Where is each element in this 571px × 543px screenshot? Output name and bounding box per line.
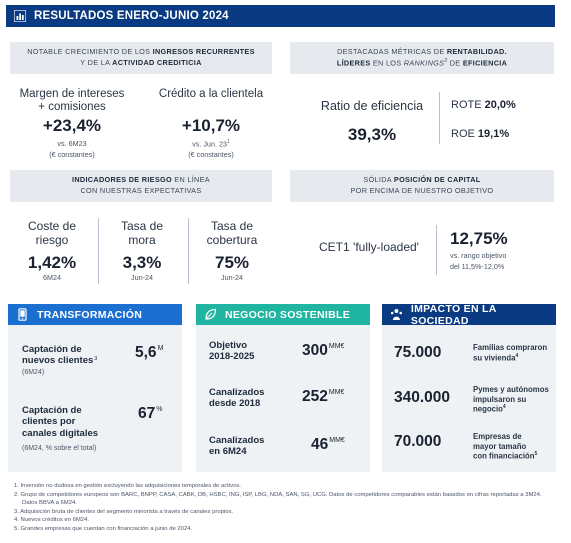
divider bbox=[188, 218, 189, 284]
band-growth: NOTABLE CRECIMIENTO DE LOS INGRESOS RECU… bbox=[10, 42, 272, 74]
footnote: 3. Adquisición bruta de clientes del seg… bbox=[14, 508, 234, 515]
digital-clients-value: 67% bbox=[138, 405, 163, 422]
mobile-phone-icon bbox=[18, 308, 27, 321]
footnote: 1. Inversión no dudosa en gestión excluy… bbox=[14, 483, 241, 489]
margin-label: Margen de intereses + comisiones bbox=[19, 88, 125, 114]
cet1-label: CET1 'fully-loaded' bbox=[319, 240, 419, 254]
footnote: 4. Nuevos créditos en 6M24. bbox=[14, 517, 89, 524]
band-risk: INDICADORES DE RIESGO EN LÍNEA CON NUEST… bbox=[10, 170, 272, 202]
divider bbox=[436, 225, 437, 275]
digital-clients-item: Captación de clientes por canales digita… bbox=[22, 405, 99, 453]
footnote: 5. Grandes empresas que cuentan con fina… bbox=[14, 525, 193, 532]
cet1-sub: vs. rango objetivo del 11,5%-12,0% bbox=[450, 251, 507, 271]
margin-sub: vs. 6M23 (€ constantes) bbox=[49, 139, 95, 159]
coverage-sub: Jun-24 bbox=[221, 273, 243, 282]
social-impact-panel: IMPACTO EN LA SOCIEDAD 75.000 Familias c… bbox=[382, 303, 556, 472]
transformation-header: TRANSFORMACIÓN bbox=[8, 304, 182, 325]
footnote: 2. Grupo de competidores europeos son BA… bbox=[14, 491, 542, 507]
margin-value: +23,4% bbox=[42, 116, 102, 135]
leaf-icon bbox=[205, 308, 217, 320]
sustainable-since-item: Canalizados desde 2018 bbox=[209, 387, 265, 410]
sustainable-since-value: 252MM€ bbox=[302, 388, 345, 405]
companies-value: 70.000 bbox=[394, 433, 442, 450]
social-impact-header: IMPACTO EN LA SOCIEDAD bbox=[382, 303, 556, 327]
credit-label: Crédito a la clientela bbox=[158, 88, 264, 100]
rote-metric: ROTE 20,0% bbox=[451, 99, 516, 111]
npl-sub: Jun-24 bbox=[131, 273, 153, 282]
new-clients-value: 5,6M bbox=[135, 344, 164, 361]
families-desc: Familias compraron su vivienda4 bbox=[473, 343, 548, 363]
npl-label: Tasa de mora bbox=[120, 219, 164, 247]
risk-cost-sub: 6M24 bbox=[43, 273, 61, 282]
coverage-label: Tasa de cobertura bbox=[206, 219, 258, 247]
transformation-panel: TRANSFORMACIÓN Captación de nuevos clien… bbox=[8, 304, 182, 472]
sustainable-header: NEGOCIO SOSTENIBLE bbox=[196, 304, 370, 325]
sustainable-business-panel: NEGOCIO SOSTENIBLE Objetivo 2018-2025 30… bbox=[196, 304, 370, 472]
band-capital: SÓLIDA POSICIÓN DE CAPITAL POR ENCIMA DE… bbox=[290, 170, 554, 202]
roe-metric: ROE 19,1% bbox=[451, 128, 510, 140]
risk-cost-value: 1,42% bbox=[27, 253, 77, 272]
band-profitability: DESTACADAS MÉTRICAS DE RENTABILIDAD. LÍD… bbox=[290, 42, 554, 74]
footnotes: 1. Inversión no dudosa en gestión excluy… bbox=[14, 482, 554, 533]
credit-sub: vs. Jun. 231 (€ constantes) bbox=[188, 139, 234, 160]
sustainable-6m-value: 46MM€ bbox=[311, 436, 345, 453]
sustainable-6m-item: Canalizados en 6M24 bbox=[209, 435, 265, 458]
companies-desc: Empresas de mayor tamaño con financiació… bbox=[473, 432, 538, 462]
sustainable-target-value: 300MM€ bbox=[302, 342, 345, 359]
npl-value: 3,3% bbox=[122, 253, 162, 272]
smes-value: 340.000 bbox=[394, 389, 451, 406]
efficiency-label: Ratio de eficiencia bbox=[320, 99, 424, 113]
smes-desc: Pymes y autónomos impulsaron su negocio4 bbox=[473, 385, 549, 415]
credit-value: +10,7% bbox=[181, 116, 241, 135]
cet1-value: 12,75% bbox=[450, 229, 508, 248]
risk-cost-label: Coste de riesgo bbox=[27, 219, 77, 247]
families-value: 75.000 bbox=[394, 344, 442, 361]
new-clients-item: Captación de nuevos clientes3 (6M24) bbox=[22, 344, 98, 376]
sustainable-target-item: Objetivo 2018-2025 bbox=[209, 340, 255, 363]
page-title: RESULTADOS ENERO-JUNIO 2024 bbox=[34, 10, 229, 22]
bar-chart-icon bbox=[14, 10, 26, 22]
efficiency-value: 39,3% bbox=[347, 125, 397, 144]
page-header: RESULTADOS ENERO-JUNIO 2024 bbox=[6, 5, 555, 27]
divider bbox=[98, 218, 99, 284]
people-icon bbox=[390, 309, 402, 320]
divider bbox=[439, 92, 440, 144]
coverage-value: 75% bbox=[214, 253, 250, 272]
